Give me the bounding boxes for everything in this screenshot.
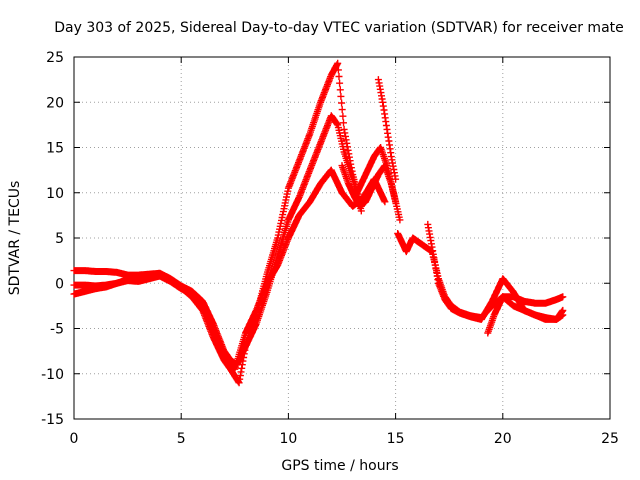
x-tick-label: 5 <box>177 431 186 447</box>
y-tick-label: 20 <box>46 95 64 111</box>
plus-markers <box>394 230 567 322</box>
plus-markers <box>70 112 365 369</box>
x-tick-label: 0 <box>70 431 79 447</box>
plus-markers <box>484 293 567 337</box>
y-tick-label: 15 <box>46 141 64 157</box>
y-tick-label: -10 <box>41 367 64 383</box>
y-tick-label: 5 <box>55 231 64 247</box>
plus-markers <box>374 76 400 183</box>
x-axis-ticks: 0 5 10 15 20 25 <box>70 57 619 447</box>
x-axis-label: GPS time / hours <box>281 458 398 474</box>
x-tick-label: 20 <box>494 431 512 447</box>
y-tick-label: 0 <box>55 276 64 292</box>
series-track-9 <box>484 293 567 337</box>
plus-markers <box>70 166 389 373</box>
y-axis-ticks: -15 -10 -5 0 5 10 15 20 25 <box>41 50 610 428</box>
chart-title: Day 303 of 2025, Sidereal Day-to-day VTE… <box>54 20 624 36</box>
y-tick-label: -5 <box>50 322 64 338</box>
x-tick-label: 15 <box>387 431 405 447</box>
series-track-3 <box>70 166 389 373</box>
plus-markers <box>349 162 400 210</box>
series-track-5 <box>349 162 400 210</box>
y-tick-label: 25 <box>46 50 64 66</box>
x-tick-label: 10 <box>279 431 297 447</box>
series-track-6 <box>374 76 400 183</box>
data-points <box>70 59 567 387</box>
x-tick-label: 25 <box>601 431 619 447</box>
y-axis-label: SDTVAR / TECUs <box>7 181 23 296</box>
series-track-1 <box>70 112 365 369</box>
y-tick-label: -15 <box>41 412 64 428</box>
y-tick-label: 10 <box>46 186 64 202</box>
series-track-7 <box>394 230 567 322</box>
